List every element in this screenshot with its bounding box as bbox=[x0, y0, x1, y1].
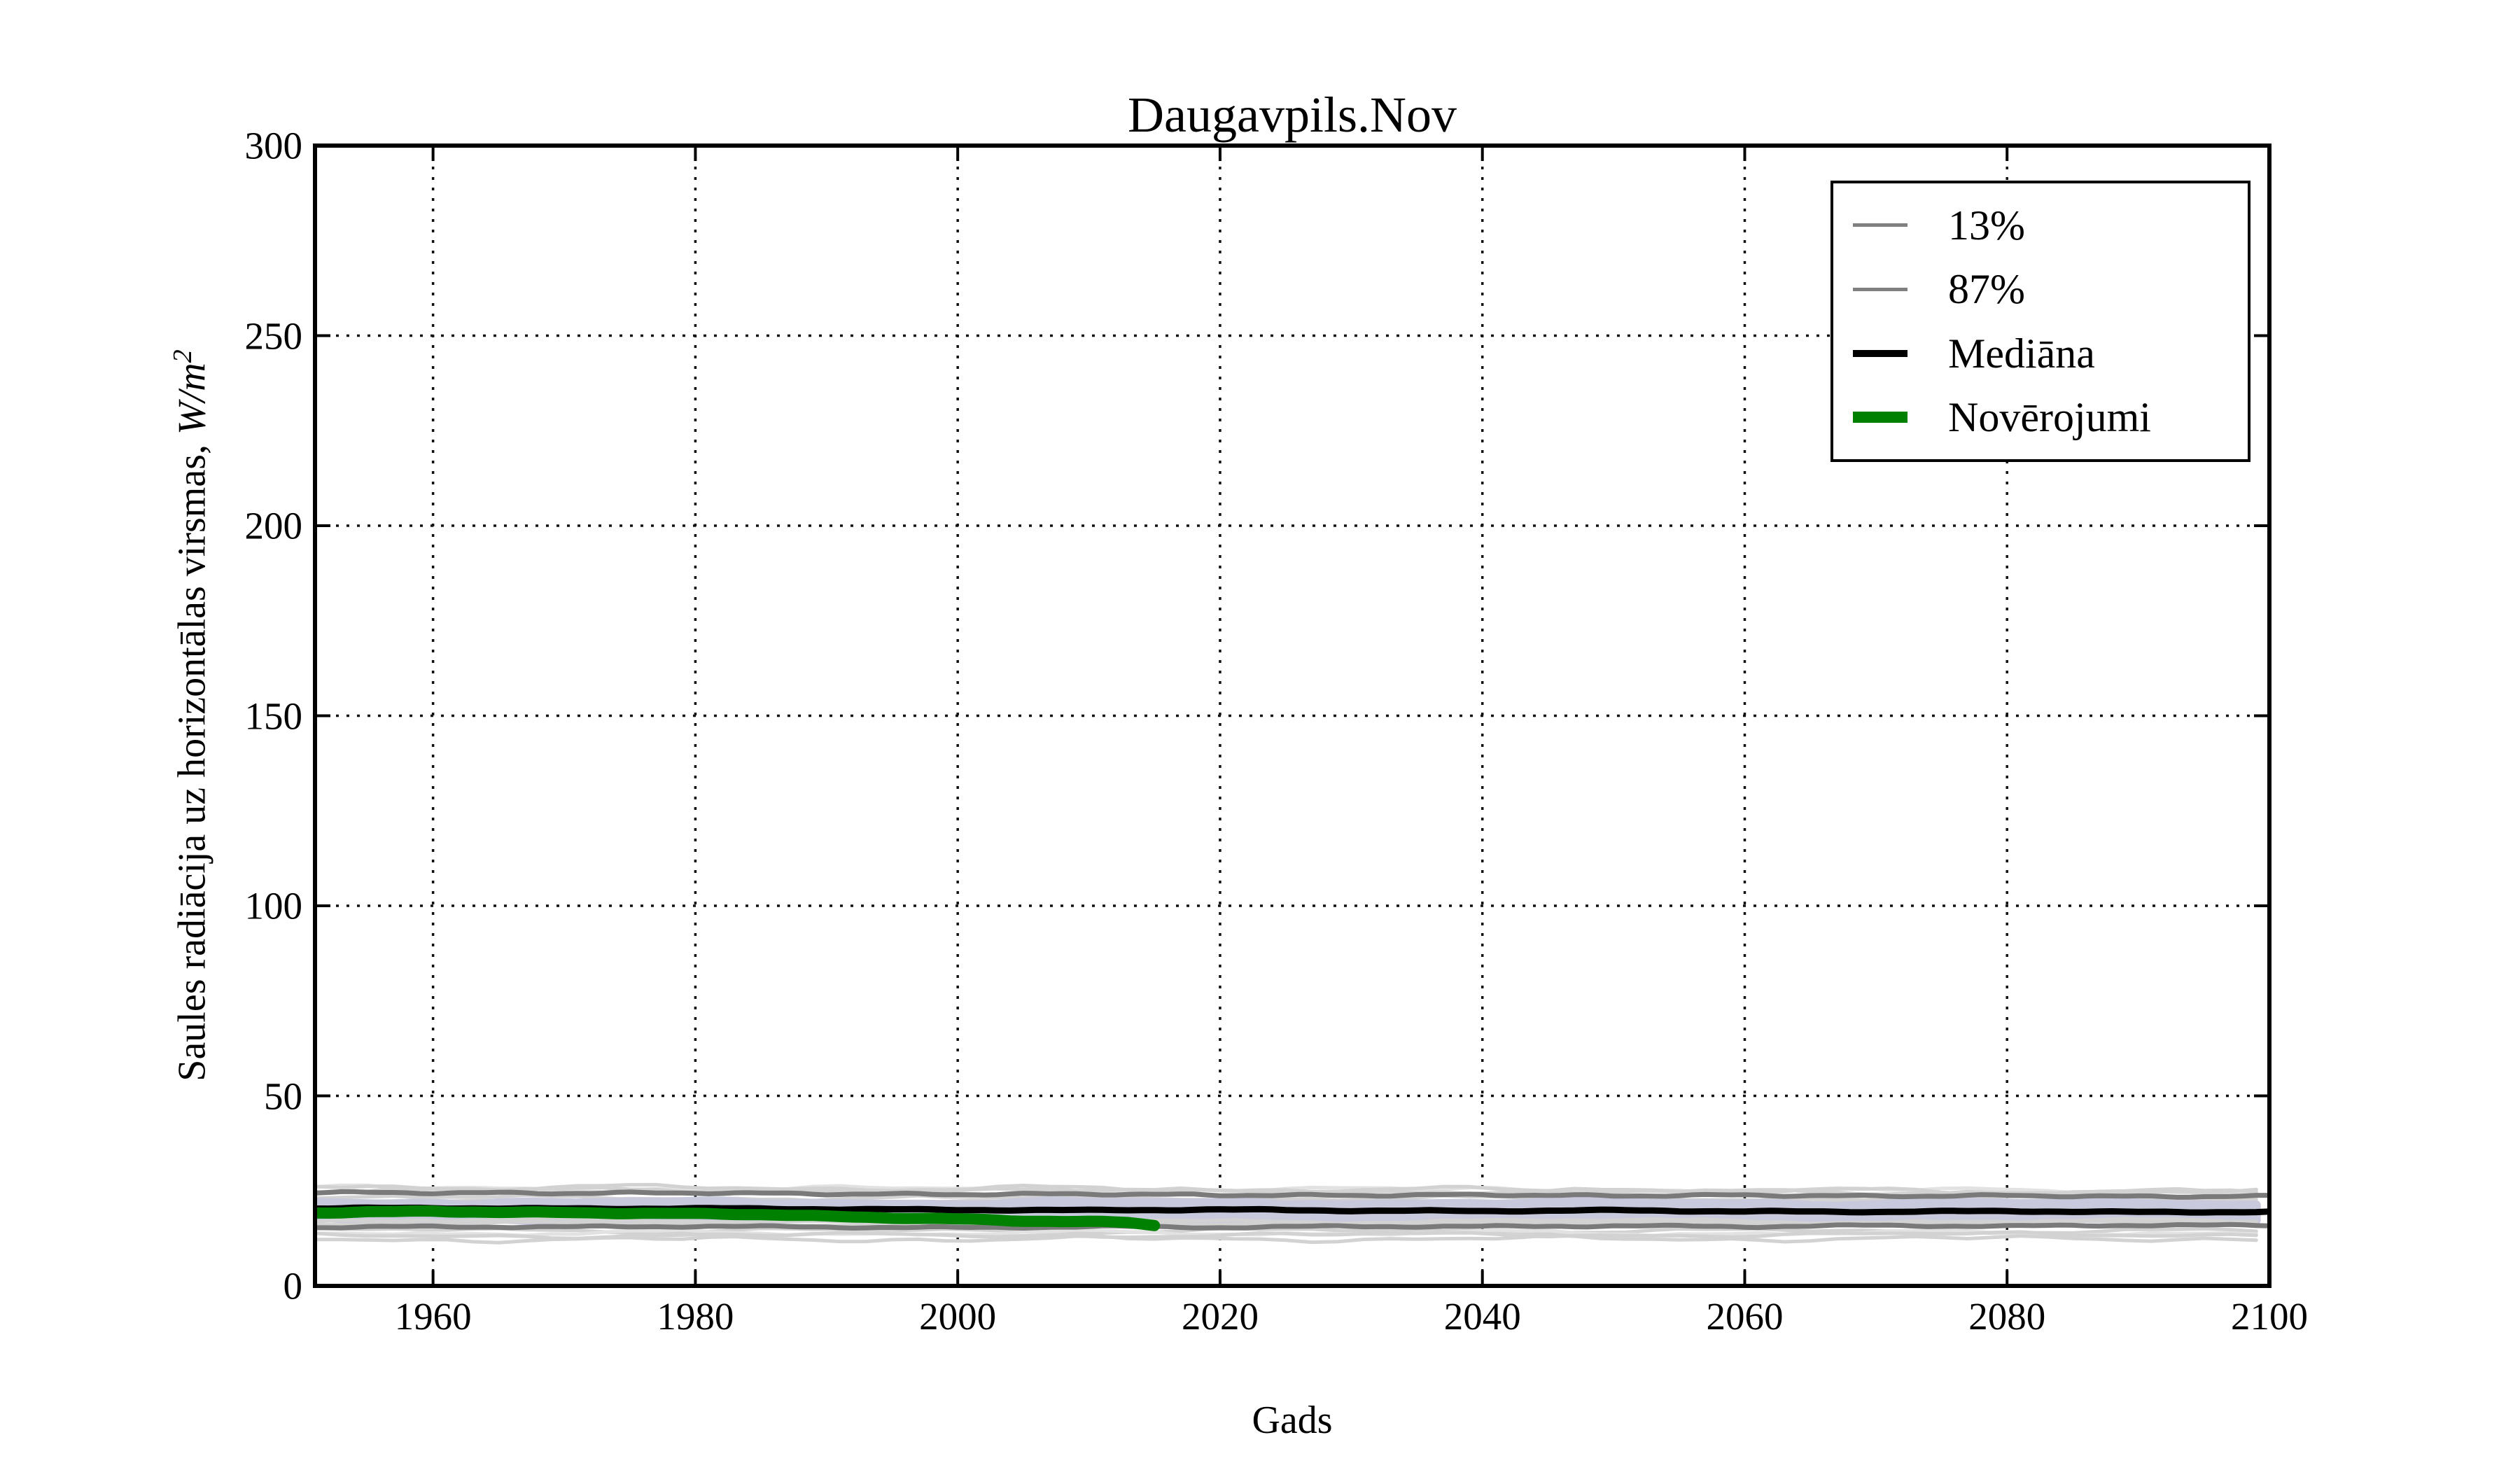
ensemble-line bbox=[315, 1233, 2258, 1245]
x-tick-label: 2040 bbox=[1443, 1295, 1521, 1338]
y-tick-label: 250 bbox=[244, 314, 303, 357]
x-tick-label: 2100 bbox=[2231, 1295, 2308, 1338]
legend-sample-0 bbox=[1853, 223, 1907, 227]
series-line-observations bbox=[315, 1205, 1161, 1231]
x-tick-label: 2080 bbox=[1968, 1295, 2046, 1338]
y-tick-label: 300 bbox=[244, 124, 303, 167]
legend-label: Novērojumi bbox=[1948, 394, 2151, 441]
tick-marks bbox=[315, 144, 2271, 1287]
y-tick-label: 100 bbox=[244, 884, 303, 927]
y-tick-label: 0 bbox=[283, 1264, 303, 1308]
y-tick-label: 150 bbox=[244, 694, 303, 737]
x-tick-label: 2020 bbox=[1181, 1295, 1259, 1338]
legend-row: Novērojumi bbox=[1833, 396, 2248, 438]
legend-label: 87% bbox=[1948, 266, 2025, 313]
x-axis-label: Gads bbox=[1252, 1399, 1333, 1442]
series-line-lower-percentile bbox=[315, 1222, 2269, 1231]
x-tick-label: 2060 bbox=[1706, 1295, 1784, 1338]
legend-label: Mediāna bbox=[1948, 330, 2095, 377]
legend: 13% 87% Mediāna Novērojumi bbox=[1830, 181, 2250, 462]
series-line-upper-percentile bbox=[315, 1189, 2269, 1200]
legend-label: 13% bbox=[1948, 202, 2025, 248]
ensemble-line bbox=[315, 1230, 2258, 1240]
x-tick-label: 1980 bbox=[657, 1295, 734, 1338]
x-tick-label: 1960 bbox=[394, 1295, 472, 1338]
legend-sample-3 bbox=[1853, 412, 1907, 424]
ensemble-line bbox=[315, 1182, 2258, 1196]
ensemble-line bbox=[315, 1216, 2258, 1226]
y-axis-unit: W/m2 bbox=[168, 349, 214, 435]
chart-title: Daugavpils.Nov bbox=[1128, 87, 1457, 143]
legend-row: Mediāna bbox=[1833, 332, 2248, 374]
y-tick-label: 200 bbox=[244, 504, 303, 547]
legend-sample-2 bbox=[1853, 349, 1907, 357]
legend-sample-1 bbox=[1853, 287, 1907, 291]
y-tick-label: 50 bbox=[264, 1074, 302, 1117]
y-axis-unit-base: W/m bbox=[170, 363, 214, 435]
x-tick-label: 2000 bbox=[919, 1295, 997, 1338]
legend-row: 87% bbox=[1833, 268, 2248, 310]
legend-row: 13% bbox=[1833, 204, 2248, 246]
axes bbox=[313, 144, 2272, 1288]
